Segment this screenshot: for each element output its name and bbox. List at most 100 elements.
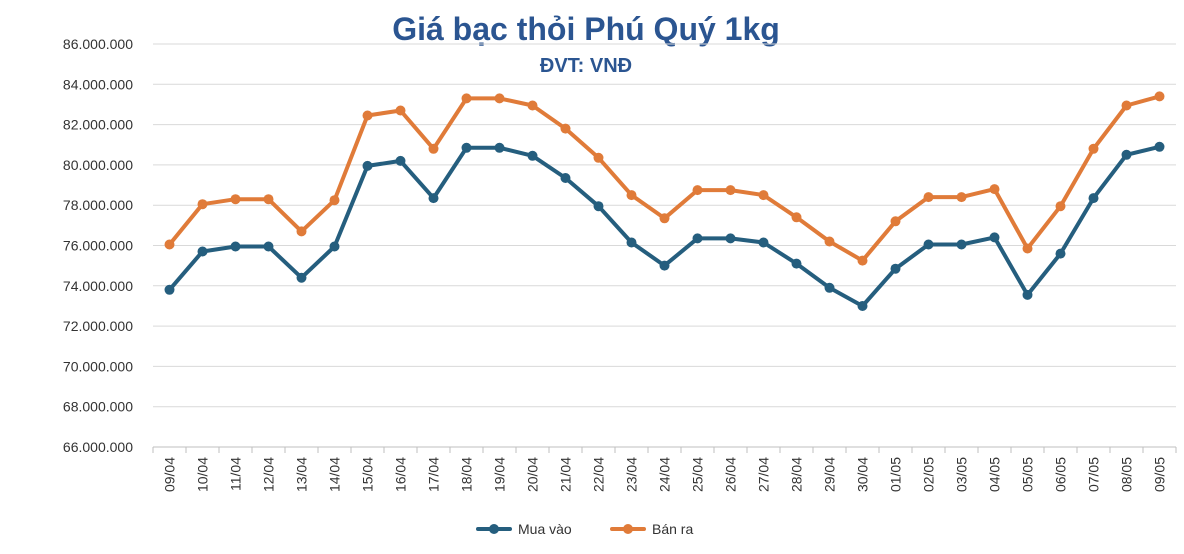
data-point [758, 190, 769, 201]
data-point [890, 263, 901, 274]
data-point [1088, 143, 1099, 154]
x-tick-label: 27/04 [756, 457, 772, 492]
data-point [362, 160, 373, 171]
data-point [626, 237, 637, 248]
data-point [989, 232, 1000, 243]
x-tick-label: 12/04 [261, 457, 277, 492]
data-point [428, 143, 439, 154]
x-tick-label: 15/04 [360, 457, 376, 492]
data-point [1022, 243, 1033, 254]
data-point [824, 236, 835, 247]
x-tick-label: 02/05 [921, 457, 937, 492]
x-axis: 09/04 10/04 11/04 12/04 13/04 14/04 15/04 16/04… [152, 446, 1177, 492]
data-point [659, 213, 670, 224]
data-point [296, 272, 307, 283]
data-point [692, 233, 703, 244]
x-tick-label: 10/04 [195, 457, 211, 492]
data-point [824, 282, 835, 293]
data-point [890, 216, 901, 227]
data-point [659, 260, 670, 271]
y-tick-label: 74.000.000 [63, 278, 133, 294]
data-point [923, 239, 934, 250]
x-tick-label: 01/05 [888, 457, 904, 492]
data-point [791, 258, 802, 269]
data-point [164, 284, 175, 295]
legend: Mua vào Bán ra [476, 521, 693, 537]
y-tick-label: 78.000.000 [63, 197, 133, 213]
y-tick-label: 80.000.000 [63, 157, 133, 173]
series-group [164, 91, 1165, 311]
data-point [296, 226, 307, 237]
data-point [593, 201, 604, 212]
data-point [1154, 91, 1165, 102]
data-point [395, 155, 406, 166]
x-tick-label: 24/04 [657, 457, 673, 492]
data-point [494, 142, 505, 153]
data-point [1121, 149, 1132, 160]
data-point [1088, 193, 1099, 204]
data-point [197, 246, 208, 257]
y-axis: 86.000.000 84.000.000 82.000.000 80.000.000… [63, 36, 133, 455]
x-tick-label: 20/04 [525, 457, 541, 492]
data-point [560, 123, 571, 134]
x-tick-label: 17/04 [426, 457, 442, 492]
chart-subtitle: ĐVT: VNĐ [540, 55, 632, 77]
data-point [692, 185, 703, 196]
data-point [329, 195, 340, 206]
x-tick-label: 18/04 [459, 457, 475, 492]
data-point [857, 255, 868, 266]
y-tick-label: 68.000.000 [63, 399, 133, 415]
data-point [461, 93, 472, 104]
x-tick-label: 28/04 [789, 457, 805, 492]
data-point [230, 194, 241, 205]
legend-swatch-marker [489, 524, 499, 534]
x-tick-label: 04/05 [987, 457, 1003, 492]
x-tick-label: 22/04 [591, 457, 607, 492]
data-point [923, 192, 934, 203]
data-point [362, 110, 373, 121]
x-tick-label: 29/04 [822, 457, 838, 492]
x-tick-label: 11/04 [228, 457, 244, 491]
data-point [1121, 100, 1132, 111]
data-point [1154, 141, 1165, 152]
data-point [527, 100, 538, 111]
data-point [989, 184, 1000, 195]
y-tick-label: 86.000.000 [63, 36, 133, 52]
legend-item: Bán ra [610, 521, 693, 537]
x-tick-label: 08/05 [1119, 457, 1135, 492]
legend-swatch-marker [623, 524, 633, 534]
legend-label: Bán ra [652, 521, 693, 537]
series-line [167, 94, 1162, 263]
data-point [230, 241, 241, 252]
data-point [263, 241, 274, 252]
y-tick-label: 82.000.000 [63, 117, 133, 133]
data-point [857, 301, 868, 311]
data-point [791, 212, 802, 223]
x-tick-label: 23/04 [624, 457, 640, 492]
x-tick-label: 03/05 [954, 457, 970, 492]
x-tick-label: 26/04 [723, 457, 739, 492]
x-tick-label: 14/04 [327, 457, 343, 492]
data-point [725, 185, 736, 196]
data-point [527, 150, 538, 161]
y-tick-label: 66.000.000 [63, 439, 133, 455]
chart-title: Giá bạc thỏi Phú Quý 1kg [392, 11, 780, 47]
data-point [164, 239, 175, 250]
y-tick-label: 76.000.000 [63, 238, 133, 254]
data-point [428, 193, 439, 204]
data-point [1055, 201, 1066, 212]
series-mua-vao [164, 141, 1165, 311]
gridlines [153, 43, 1176, 408]
series-ban-ra [164, 91, 1165, 266]
y-tick-label: 72.000.000 [63, 318, 133, 334]
series-line [167, 144, 1162, 308]
data-point [956, 192, 967, 203]
data-point [263, 194, 274, 205]
data-point [626, 190, 637, 201]
x-tick-label: 06/05 [1053, 457, 1069, 492]
data-point [461, 142, 472, 153]
data-point [329, 241, 340, 252]
data-point [758, 237, 769, 248]
data-point [725, 233, 736, 244]
